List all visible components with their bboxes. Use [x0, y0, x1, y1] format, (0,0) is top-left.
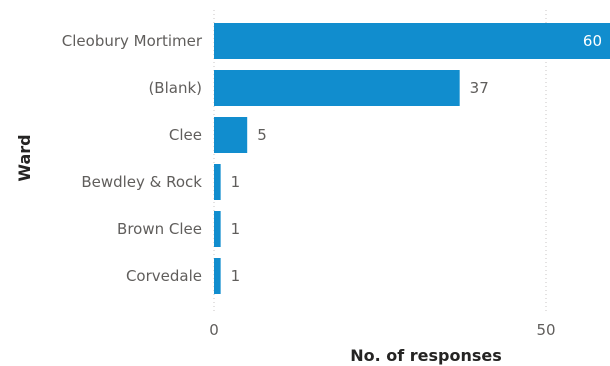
category-label-4: Brown Clee	[117, 220, 202, 238]
category-label-3: Bewdley & Rock	[81, 173, 202, 191]
data-label-1: 37	[470, 79, 489, 97]
bar-1[interactable]	[214, 70, 460, 106]
bar-5[interactable]	[214, 258, 221, 294]
data-label-3: 1	[231, 173, 241, 191]
category-label-0: Cleobury Mortimer	[62, 32, 203, 50]
bar-0[interactable]	[214, 23, 610, 59]
category-labels: Cleobury Mortimer (Blank) Clee Bewdley & Ro…	[62, 32, 203, 285]
category-label-2: Clee	[169, 126, 202, 144]
data-labels: 60 37 5 1 1 1	[231, 32, 602, 285]
data-label-2: 5	[257, 126, 267, 144]
bar-2[interactable]	[214, 117, 248, 153]
category-label-1: (Blank)	[148, 79, 202, 97]
data-label-5: 1	[231, 267, 241, 285]
x-axis-title: No. of responses	[350, 346, 502, 365]
bar-4[interactable]	[214, 211, 221, 247]
x-tick-label-0: 0	[209, 321, 219, 339]
data-label-0: 60	[583, 32, 602, 50]
bars	[214, 23, 610, 294]
bar-3[interactable]	[214, 164, 221, 200]
category-label-5: Corvedale	[126, 267, 202, 285]
x-axis-ticks: 0 50	[209, 321, 555, 339]
data-label-4: 1	[231, 220, 241, 238]
x-tick-label-50: 50	[536, 321, 555, 339]
y-axis-title: Ward	[15, 134, 34, 181]
